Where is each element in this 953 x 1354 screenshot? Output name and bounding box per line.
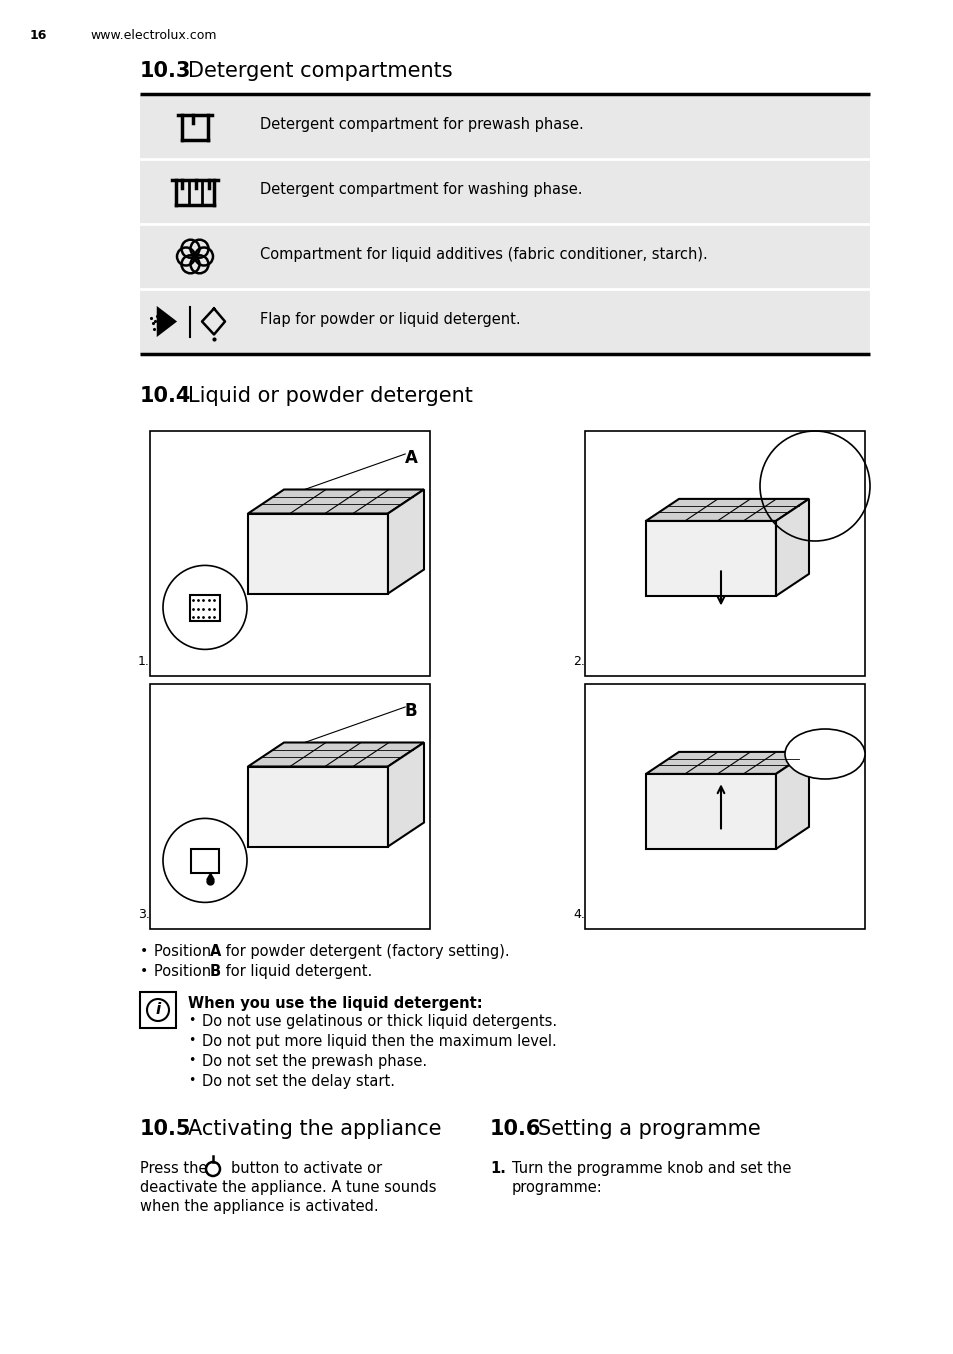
Polygon shape (388, 742, 423, 846)
Polygon shape (248, 766, 388, 846)
Text: programme:: programme: (512, 1179, 602, 1196)
Text: Turn the programme knob and set the: Turn the programme knob and set the (512, 1160, 791, 1177)
Text: Do not use gelatinous or thick liquid detergents.: Do not use gelatinous or thick liquid de… (202, 1014, 557, 1029)
Text: Setting a programme: Setting a programme (537, 1118, 760, 1139)
Text: 10.4: 10.4 (140, 386, 192, 406)
Text: button to activate or: button to activate or (231, 1160, 382, 1177)
Polygon shape (248, 742, 423, 766)
Text: 10.3: 10.3 (140, 61, 192, 81)
Polygon shape (645, 751, 808, 774)
Text: When you use the liquid detergent:: When you use the liquid detergent: (188, 997, 482, 1011)
Text: •: • (140, 964, 148, 978)
Text: i: i (155, 1002, 160, 1017)
Polygon shape (158, 309, 174, 334)
Text: •: • (188, 1053, 195, 1067)
Bar (140, 158, 869, 223)
Text: Liquid or powder detergent: Liquid or powder detergent (188, 386, 473, 406)
Polygon shape (775, 751, 808, 849)
Text: Do not set the prewash phase.: Do not set the prewash phase. (202, 1053, 427, 1070)
Bar (140, 223, 869, 288)
Text: 3.: 3. (138, 909, 150, 921)
Polygon shape (645, 521, 775, 596)
Polygon shape (775, 498, 808, 596)
Polygon shape (388, 490, 423, 593)
Circle shape (163, 818, 247, 902)
Text: 10.5: 10.5 (140, 1118, 192, 1139)
Text: •: • (188, 1014, 195, 1026)
Text: Position: Position (153, 944, 215, 959)
Text: www.electrolux.com: www.electrolux.com (90, 28, 216, 42)
Bar (140, 992, 175, 1028)
Text: for liquid detergent.: for liquid detergent. (221, 964, 372, 979)
Polygon shape (645, 498, 808, 521)
Text: A: A (405, 450, 417, 467)
Text: Detergent compartments: Detergent compartments (188, 61, 452, 81)
Text: Flap for powder or liquid detergent.: Flap for powder or liquid detergent. (260, 311, 520, 328)
Text: •: • (188, 1034, 195, 1047)
Text: Do not put more liquid then the maximum level.: Do not put more liquid then the maximum … (202, 1034, 557, 1049)
Text: Position: Position (153, 964, 215, 979)
Text: Detergent compartment for prewash phase.: Detergent compartment for prewash phase. (260, 116, 583, 131)
Text: Compartment for liquid additives (fabric conditioner, starch).: Compartment for liquid additives (fabric… (260, 246, 707, 263)
Bar (140, 288, 869, 353)
Text: •: • (188, 1074, 195, 1087)
Ellipse shape (784, 728, 864, 779)
Text: 1.: 1. (490, 1160, 505, 1177)
Text: A: A (210, 944, 221, 959)
Polygon shape (248, 490, 423, 513)
Bar (584, 431, 864, 676)
Text: 10.6: 10.6 (490, 1118, 540, 1139)
Text: Activating the appliance: Activating the appliance (188, 1118, 441, 1139)
Text: •: • (140, 944, 148, 959)
Circle shape (163, 566, 247, 650)
Text: deactivate the appliance. A tune sounds: deactivate the appliance. A tune sounds (140, 1179, 436, 1196)
Text: when the appliance is activated.: when the appliance is activated. (140, 1200, 378, 1215)
Polygon shape (645, 774, 775, 849)
Bar (584, 684, 864, 929)
Bar (191, 849, 219, 873)
Text: Do not set the delay start.: Do not set the delay start. (202, 1074, 395, 1089)
Bar (190, 596, 220, 621)
Text: B: B (210, 964, 221, 979)
Text: B: B (405, 701, 417, 720)
Bar (150, 684, 430, 929)
Polygon shape (248, 513, 388, 593)
Text: 1.: 1. (138, 655, 150, 668)
Text: 16: 16 (30, 28, 48, 42)
Text: Press the: Press the (140, 1160, 208, 1177)
Bar (150, 431, 430, 676)
Text: 2.: 2. (573, 655, 584, 668)
Text: Detergent compartment for washing phase.: Detergent compartment for washing phase. (260, 181, 582, 196)
Text: 4.: 4. (573, 909, 584, 921)
Bar (140, 93, 869, 158)
Text: for powder detergent (factory setting).: for powder detergent (factory setting). (221, 944, 509, 959)
